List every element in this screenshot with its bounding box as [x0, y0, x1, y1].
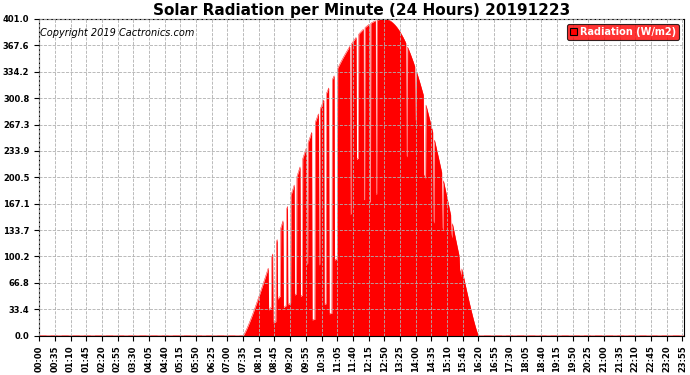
Text: Copyright 2019 Cactronics.com: Copyright 2019 Cactronics.com — [41, 28, 195, 39]
Legend: Radiation (W/m2): Radiation (W/m2) — [566, 24, 680, 40]
Title: Solar Radiation per Minute (24 Hours) 20191223: Solar Radiation per Minute (24 Hours) 20… — [153, 3, 571, 18]
